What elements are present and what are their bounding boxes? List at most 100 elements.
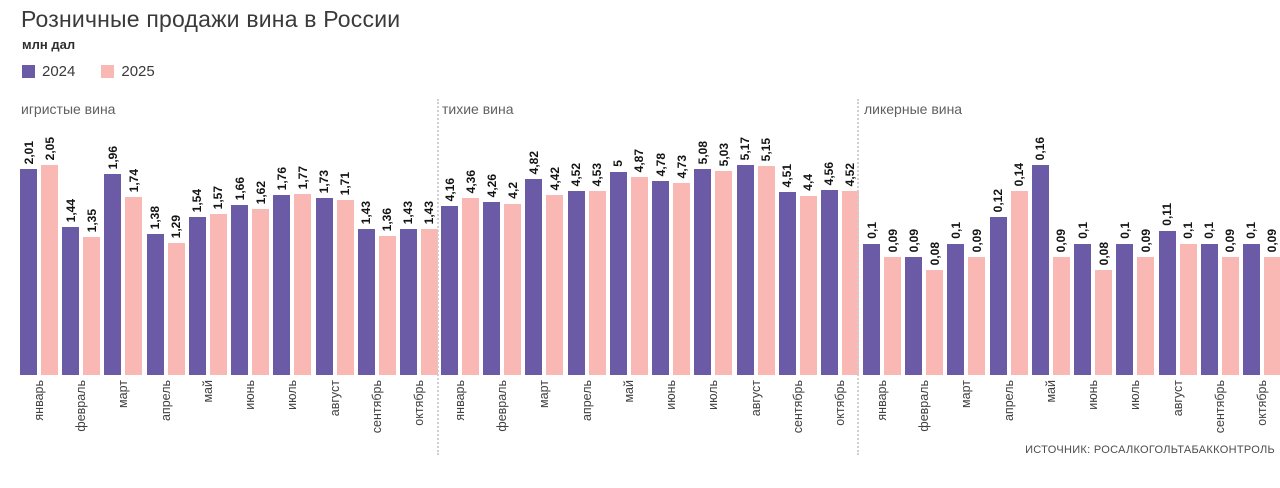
- panel-still-wines: тихие вина 4,16 4,36 январь 4,26 4,2 февраль 4…: [441, 101, 859, 433]
- bar-slot-2024: 0,1: [1074, 130, 1092, 375]
- bar-slot-2024: 4,56: [820, 130, 838, 375]
- bar-slot-2024: 1,96: [104, 130, 122, 375]
- value-label: 1,36: [380, 207, 395, 231]
- bar-2024: [273, 195, 291, 375]
- month-group: 0,11 0,1 август: [1158, 130, 1197, 416]
- bar-2025: [1095, 270, 1113, 375]
- value-label: 0,1: [1075, 222, 1090, 239]
- month-label: март: [116, 380, 131, 408]
- month-group: 1,43 1,36 сентябрь: [357, 130, 396, 433]
- value-label: 4,52: [569, 162, 584, 186]
- bar-2025: [673, 183, 691, 375]
- bar-2024: [989, 217, 1007, 375]
- month-label: апрель: [579, 380, 594, 422]
- month-label: февраль: [494, 380, 509, 432]
- bar-slot-2025: 0,08: [1095, 130, 1113, 375]
- value-label: 0,1: [864, 222, 879, 239]
- value-label: 0,1: [1244, 222, 1259, 239]
- bar-2025: [715, 171, 733, 375]
- month-label: май: [621, 380, 636, 403]
- bar-2025: [1137, 257, 1155, 375]
- bar-2025: [546, 195, 564, 375]
- value-label: 4,26: [484, 173, 499, 197]
- bar-slot-2025: 1,35: [83, 130, 101, 375]
- bar-slot-2025: 0,09: [1137, 130, 1155, 375]
- value-label: 5: [611, 160, 626, 167]
- value-label: 0,09: [969, 228, 984, 252]
- month-group: 4,51 4,4 сентябрь: [778, 130, 817, 433]
- bar-slot-2024: 0,1: [1200, 130, 1218, 375]
- bar-slot-2024: 1,66: [231, 130, 249, 375]
- month-group: 4,56 4,52 октябрь: [820, 130, 859, 426]
- bar-slot-2024: 1,54: [188, 130, 206, 375]
- value-label: 0,09: [1138, 228, 1153, 252]
- bar-2024: [104, 174, 122, 375]
- bar-slot-2025: 1,43: [420, 130, 438, 375]
- value-label: 4,42: [547, 166, 562, 190]
- value-label: 1,44: [63, 198, 78, 222]
- month-group: 0,1 0,09 март: [947, 130, 986, 408]
- panel-title: тихие вина: [442, 101, 514, 117]
- month-group: 1,76 1,77 июль: [273, 130, 312, 410]
- month-label: октябрь: [1254, 380, 1269, 426]
- source-caption: ИСТОЧНИК: РОСАЛКОГОЛЬТАБАККОНТРОЛЬ: [1025, 444, 1275, 456]
- bar-slot-2024: 5,17: [736, 130, 754, 375]
- month-group: 4,52 4,53 апрель: [567, 130, 606, 421]
- bar-2025: [1263, 257, 1280, 375]
- value-label: 4,73: [674, 154, 689, 178]
- month-label: май: [200, 380, 215, 403]
- value-label: 0,16: [1033, 136, 1048, 160]
- bar-slot-2024: 0,1: [1242, 130, 1260, 375]
- month-group: 1,96 1,74 март: [104, 130, 143, 408]
- value-label: 4,87: [632, 148, 647, 172]
- value-label: 4,16: [442, 177, 457, 201]
- value-label: 0,08: [927, 241, 942, 265]
- bar-2025: [252, 209, 270, 375]
- bar-slot-2024: 4,52: [567, 130, 585, 375]
- month-label: август: [327, 380, 342, 417]
- bar-2025: [83, 237, 101, 375]
- value-label: 5,15: [759, 137, 774, 161]
- bar-2025: [294, 194, 312, 375]
- bar-2025: [1179, 244, 1197, 375]
- value-label: 0,1: [948, 222, 963, 239]
- bar-2024: [231, 205, 249, 375]
- bar-slot-2024: 5,08: [694, 130, 712, 375]
- value-label: 5,17: [738, 136, 753, 160]
- bar-2025: [968, 257, 986, 375]
- legend-label-2024: 2024: [42, 63, 76, 80]
- month-group: 0,1 0,09 сентябрь: [1200, 130, 1239, 433]
- value-label: 0,1: [1202, 222, 1217, 239]
- month-label: июль: [706, 380, 721, 410]
- bar-2024: [483, 202, 501, 375]
- bar-slot-2025: 2,05: [41, 130, 58, 375]
- month-label: сентябрь: [1212, 380, 1227, 434]
- bar-2024: [736, 165, 754, 375]
- bar-2024: [694, 169, 712, 375]
- value-label: 1,74: [126, 168, 141, 192]
- value-label: 1,76: [274, 166, 289, 190]
- bar-slot-2025: 4,36: [462, 130, 479, 375]
- bar-slot-2025: 4,4: [799, 130, 817, 375]
- bar-2024: [1116, 244, 1134, 375]
- bar-slot-2024: 0,1: [863, 130, 880, 375]
- bar-slot-2025: 1,36: [378, 130, 396, 375]
- panel-liqueur-wines: ликерные вина 0,1 0,09 январь 0,09 0,08 февра…: [863, 101, 1280, 433]
- month-label: март: [959, 380, 974, 408]
- value-label: 1,43: [422, 200, 437, 224]
- panel-title: ликерные вина: [864, 101, 963, 117]
- value-label: 1,62: [253, 180, 268, 204]
- month-label: август: [1170, 380, 1185, 417]
- month-group: 0,1 0,09 июль: [1116, 130, 1155, 410]
- month-group: 1,73 1,71 август: [315, 130, 354, 416]
- bar-slot-2025: 0,1: [1179, 130, 1197, 375]
- bar-2024: [820, 190, 838, 375]
- value-label: 1,66: [232, 176, 247, 200]
- month-group: 5 4,87 май: [609, 130, 648, 403]
- bar-2024: [146, 234, 164, 375]
- value-label: 0,12: [991, 188, 1006, 212]
- month-group: 2,01 2,05 январь: [20, 130, 58, 421]
- month-label: январь: [874, 380, 889, 421]
- bar-2024: [357, 229, 375, 375]
- month-label: август: [748, 380, 763, 417]
